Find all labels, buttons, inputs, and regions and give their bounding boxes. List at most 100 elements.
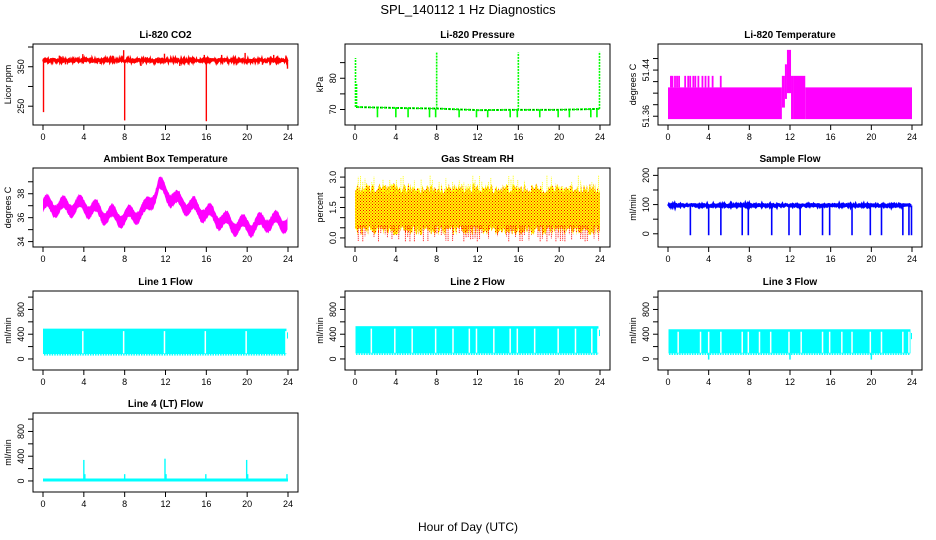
- flow-low-tick: [694, 353, 696, 355]
- y-tick-label: 3.0: [328, 171, 338, 184]
- flow-low-tick: [237, 354, 240, 356]
- flow-low-tick: [560, 353, 562, 355]
- panel-sample-flow: Sample Flow 0 4 8 12 16 20 24 0 100 200 ml/min: [628, 154, 923, 264]
- flow-low-tick: [209, 354, 212, 356]
- flow-low-tick: [225, 354, 227, 356]
- flow-low-tick: [417, 353, 419, 355]
- flow-low-tick: [547, 353, 549, 355]
- flow-low-tick: [730, 353, 732, 355]
- y-tick-label: 350: [16, 59, 26, 74]
- flow-low-tick: [732, 353, 735, 355]
- x-tick-label: 20: [242, 377, 252, 387]
- x-tick-label: 0: [352, 377, 357, 387]
- x-tick-label: 12: [472, 254, 482, 264]
- flow-low-tick: [250, 354, 253, 356]
- flow-low-tick: [841, 353, 844, 355]
- y-axis-label: ml/min: [628, 317, 638, 344]
- y-tick-label: 36: [16, 213, 26, 223]
- flow-low-tick: [135, 354, 138, 356]
- flow-low-tick: [859, 353, 862, 355]
- x-tick-label: 16: [826, 254, 836, 264]
- x-tick-label: 24: [283, 499, 293, 509]
- temp-band: [786, 49, 792, 94]
- flow-low-tick: [453, 353, 455, 355]
- flow-low-tick: [271, 354, 273, 356]
- flow-low-tick: [412, 353, 414, 355]
- flow-low-tick: [801, 353, 803, 355]
- flow-low-tick: [486, 353, 488, 355]
- flow-low-tick: [245, 354, 248, 356]
- flow-low-tick: [169, 354, 171, 356]
- plot-area: [355, 326, 600, 355]
- y-axis-label: ml/min: [3, 439, 13, 466]
- flow-low-tick: [783, 353, 785, 355]
- flow-low-tick: [575, 353, 577, 355]
- flow-low-tick: [220, 354, 222, 356]
- x-tick-label: 8: [747, 377, 752, 387]
- plot-area: [668, 329, 912, 360]
- flow-low-tick: [192, 354, 194, 356]
- flow-low-tick: [437, 353, 440, 355]
- flow-low-tick: [217, 354, 220, 356]
- flow-low-tick: [674, 353, 676, 355]
- x-tick-label: 0: [352, 132, 357, 142]
- temp-flicker: [689, 75, 692, 88]
- flow-low-tick: [768, 353, 770, 355]
- x-tick-label: 12: [472, 377, 482, 387]
- x-tick-label: 8: [122, 499, 127, 509]
- flow-low-tick: [793, 353, 796, 355]
- flow-low-tick: [760, 353, 763, 355]
- line1-flow-tail: [286, 332, 288, 339]
- flow-low-tick: [857, 353, 859, 355]
- x-tick-label: 4: [81, 377, 86, 387]
- flow-low-tick: [161, 354, 163, 356]
- x-tick-label: 0: [40, 254, 45, 264]
- temp-flicker: [678, 75, 680, 88]
- flow-low-tick: [542, 353, 544, 355]
- flow-low-tick: [811, 353, 813, 355]
- flow-low-tick: [399, 353, 401, 355]
- x-tick-label: 4: [706, 377, 711, 387]
- flow-low-tick: [396, 353, 399, 355]
- flow-low-tick: [266, 354, 268, 356]
- flow-low-tick: [900, 353, 902, 355]
- flow-low-tick: [902, 353, 905, 355]
- temp-flicker: [701, 75, 704, 88]
- x-tick-label: 8: [434, 132, 439, 142]
- flow-low-tick: [243, 354, 245, 356]
- flow-low-tick: [770, 353, 773, 355]
- temp-gap: [787, 96, 792, 120]
- flow-low-tick: [463, 353, 465, 355]
- flow-low-tick: [199, 354, 202, 356]
- flow-low-tick: [742, 353, 745, 355]
- flow-low-tick: [676, 353, 679, 355]
- flow-low-tick: [514, 353, 516, 355]
- flow-low-tick: [588, 353, 590, 355]
- flow-low-tick: [534, 353, 537, 355]
- flow-low-tick: [757, 353, 760, 355]
- flow-low-tick: [64, 354, 66, 356]
- flow-low-tick: [278, 354, 281, 356]
- panel-title: Gas Stream RH: [441, 154, 514, 165]
- flow-low-tick: [394, 353, 396, 355]
- flow-low-tick: [153, 354, 156, 356]
- flow-low-tick: [473, 353, 475, 355]
- plot-area: [668, 49, 912, 120]
- y-tick-label: 800: [16, 424, 26, 439]
- y-axis-label: degrees C: [3, 186, 13, 228]
- temp-band: [781, 75, 785, 108]
- flow-low-tick: [215, 354, 217, 356]
- flow-low-tick: [686, 353, 689, 355]
- x-tick-label: 12: [785, 132, 795, 142]
- flow-low-tick: [115, 354, 117, 356]
- flow-low-tick: [283, 354, 286, 356]
- x-tick-label: 12: [160, 499, 170, 509]
- y-axis-label: ml/min: [3, 317, 13, 344]
- flow-low-tick: [506, 353, 509, 355]
- y-tick-label: 400: [16, 327, 26, 342]
- temp-band: [793, 75, 806, 120]
- flow-low-tick: [864, 353, 867, 355]
- flow-low-tick: [745, 353, 747, 355]
- flow-low-tick: [724, 353, 727, 355]
- y-tick-label: 0.0: [328, 232, 338, 245]
